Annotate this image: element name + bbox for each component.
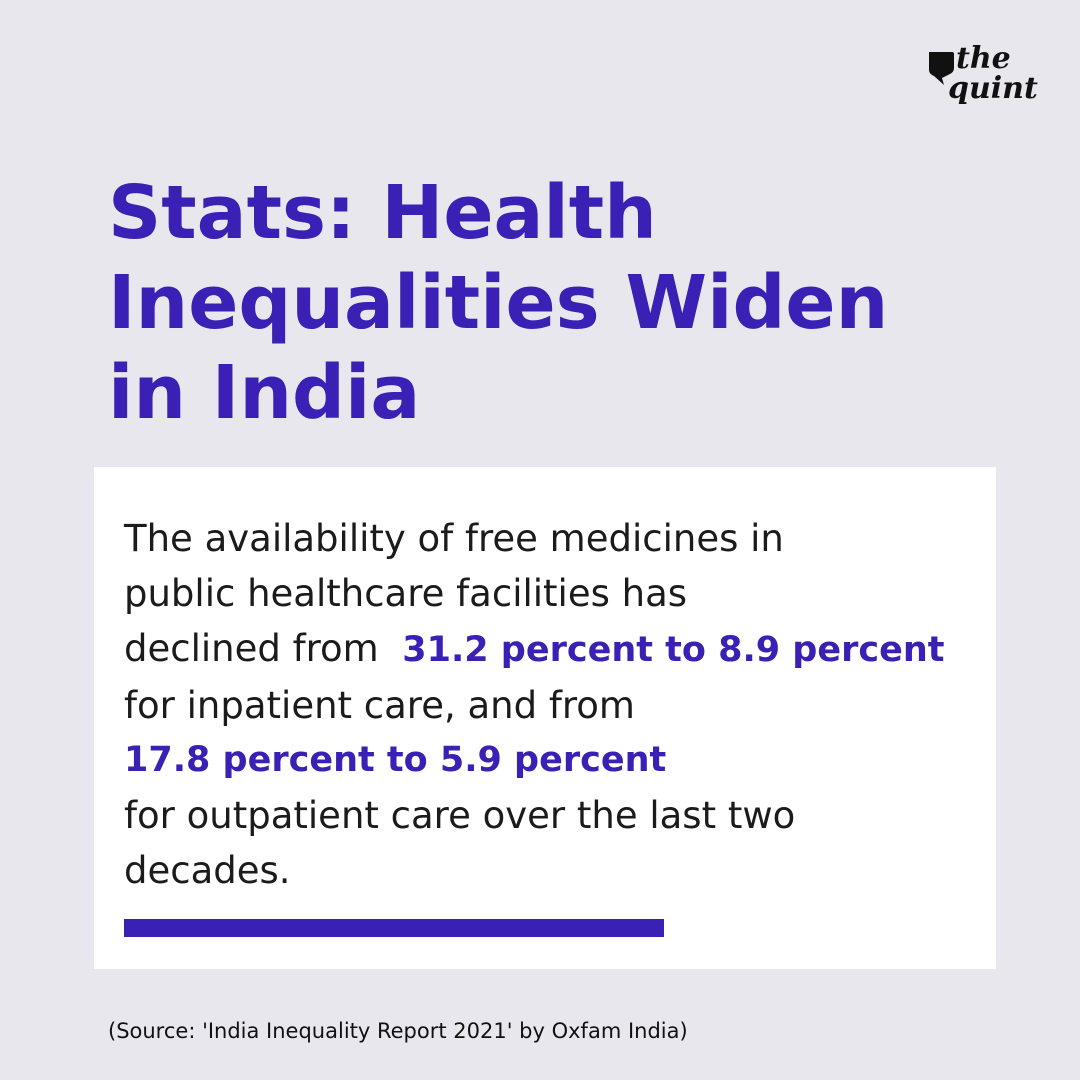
accent-divider [124, 919, 664, 937]
stat-line-3: declined from 31.2 percent to 8.9 percen… [124, 621, 984, 678]
source-citation: (Source: 'India Inequality Report 2021' … [108, 1019, 688, 1043]
stat-line-4: for inpatient care, and from [124, 684, 635, 727]
stat-line-3-prefix: declined from [124, 627, 379, 670]
title-line-1: Stats: Health [108, 170, 657, 256]
highlight-inpatient-stat: 31.2 percent to 8.9 percent [402, 630, 945, 670]
stat-line-6: for outpatient care over the last two [124, 794, 796, 837]
logo-word-the: the [956, 41, 1011, 76]
logo-word-quint: quint [948, 71, 1038, 106]
stat-paragraph: The availability of free medicines in pu… [124, 511, 984, 898]
title-line-3: in India [108, 350, 421, 436]
brand-logo: the quint [926, 44, 1046, 124]
speech-bubble-icon [929, 52, 954, 85]
page-title: Stats: Health Inequalities Widen in Indi… [108, 168, 1008, 438]
stat-card: The availability of free medicines in pu… [94, 467, 996, 969]
logo-wordmark: the quint [948, 41, 1038, 104]
highlight-outpatient-stat: 17.8 percent to 5.9 percent [124, 740, 667, 780]
stat-line-7: decades. [124, 849, 291, 892]
stat-line-1: The availability of free medicines in [124, 517, 784, 560]
stat-line-2: public healthcare facilities has [124, 572, 688, 615]
title-line-2: Inequalities Widen [108, 260, 889, 346]
